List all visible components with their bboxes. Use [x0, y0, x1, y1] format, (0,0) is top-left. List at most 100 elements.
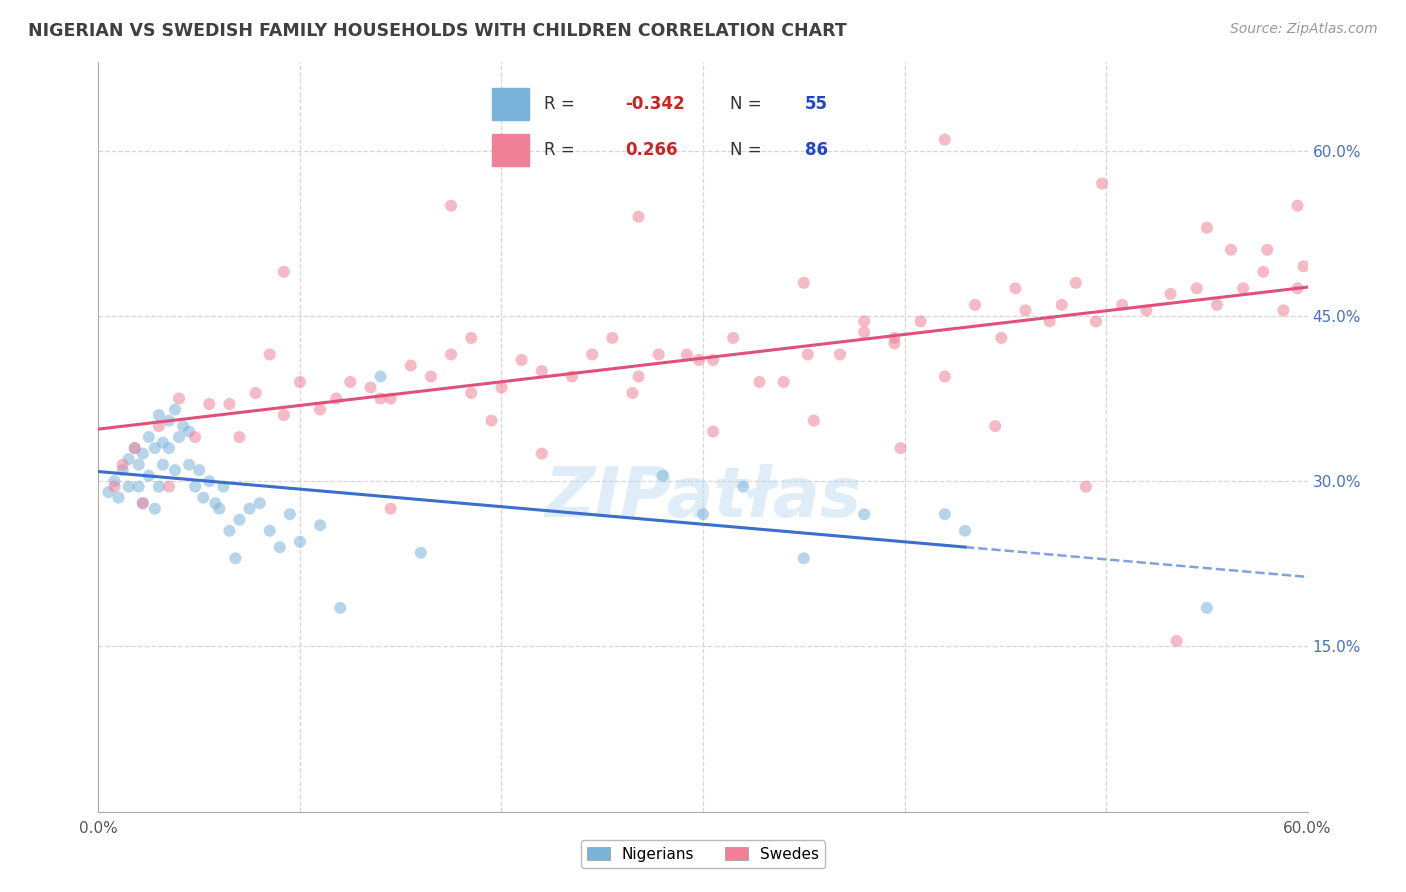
Point: [793, 276, 815, 290]
Point: [460, 331, 482, 345]
Point: [621, 386, 644, 401]
Point: [148, 408, 170, 422]
Point: [193, 491, 215, 505]
Point: [132, 496, 155, 510]
Point: [103, 480, 125, 494]
Point: [1074, 480, 1097, 494]
Point: [329, 600, 352, 615]
Point: [179, 425, 201, 439]
Point: [1251, 265, 1274, 279]
Point: [245, 386, 267, 401]
Point: [1206, 298, 1229, 312]
Point: [1220, 243, 1243, 257]
Point: [157, 441, 180, 455]
Point: [128, 458, 150, 472]
Point: [1014, 303, 1036, 318]
Point: [460, 386, 482, 401]
Point: [853, 314, 876, 328]
Point: [370, 392, 392, 406]
Point: [188, 463, 211, 477]
Point: [273, 265, 295, 279]
Point: [934, 132, 956, 146]
Point: [934, 369, 956, 384]
Point: [224, 551, 246, 566]
Point: [124, 441, 146, 455]
Point: [702, 425, 724, 439]
Point: [889, 441, 911, 455]
Point: [627, 210, 650, 224]
Point: [1039, 314, 1062, 328]
Point: [198, 397, 221, 411]
Point: [288, 534, 311, 549]
Point: [167, 430, 190, 444]
Point: [748, 375, 770, 389]
Point: [172, 419, 194, 434]
Point: [273, 408, 295, 422]
Point: [510, 353, 533, 368]
Point: [803, 413, 825, 427]
Point: [953, 524, 976, 538]
Point: [184, 430, 207, 444]
Point: [399, 359, 422, 373]
Point: [602, 331, 624, 345]
Point: [97, 485, 120, 500]
Point: [990, 331, 1012, 345]
Point: [530, 447, 553, 461]
Point: [793, 551, 815, 566]
Point: [1085, 314, 1108, 328]
Point: [723, 331, 745, 345]
Point: [772, 375, 794, 389]
Point: [259, 524, 281, 538]
Point: [1286, 199, 1309, 213]
Point: [853, 326, 876, 340]
Point: [118, 480, 141, 494]
Point: [934, 507, 956, 521]
Point: [157, 413, 180, 427]
Point: [339, 375, 361, 389]
Point: [163, 463, 186, 477]
Point: [228, 513, 250, 527]
Point: [627, 369, 650, 384]
Point: [132, 496, 155, 510]
Text: ZIPatłas: ZIPatłas: [544, 464, 862, 531]
Point: [420, 369, 443, 384]
Point: [853, 507, 876, 521]
Point: [111, 458, 134, 472]
Point: [309, 402, 332, 417]
Point: [157, 480, 180, 494]
Point: [132, 447, 155, 461]
Point: [239, 501, 262, 516]
Point: [440, 199, 463, 213]
Point: [1064, 276, 1087, 290]
Point: [278, 507, 301, 521]
Point: [167, 392, 190, 406]
Point: [370, 369, 392, 384]
Point: [530, 364, 553, 378]
Point: [883, 336, 905, 351]
Point: [651, 468, 673, 483]
Point: [163, 402, 186, 417]
Point: [1166, 634, 1188, 648]
Point: [152, 458, 174, 472]
Point: [259, 347, 281, 361]
Point: [797, 347, 820, 361]
Point: [380, 501, 402, 516]
Point: [184, 480, 207, 494]
Text: NIGERIAN VS SWEDISH FAMILY HOUSEHOLDS WITH CHILDREN CORRELATION CHART: NIGERIAN VS SWEDISH FAMILY HOUSEHOLDS WI…: [28, 22, 846, 40]
Point: [883, 331, 905, 345]
Point: [1091, 177, 1114, 191]
Point: [228, 430, 250, 444]
Point: [218, 524, 240, 538]
Point: [212, 480, 235, 494]
Point: [1195, 220, 1218, 235]
Point: [143, 501, 166, 516]
Point: [1050, 298, 1073, 312]
Point: [124, 441, 146, 455]
Point: [138, 430, 160, 444]
Point: [910, 314, 932, 328]
Point: [128, 480, 150, 494]
Point: [380, 392, 402, 406]
Point: [440, 347, 463, 361]
Point: [138, 468, 160, 483]
Point: [581, 347, 603, 361]
